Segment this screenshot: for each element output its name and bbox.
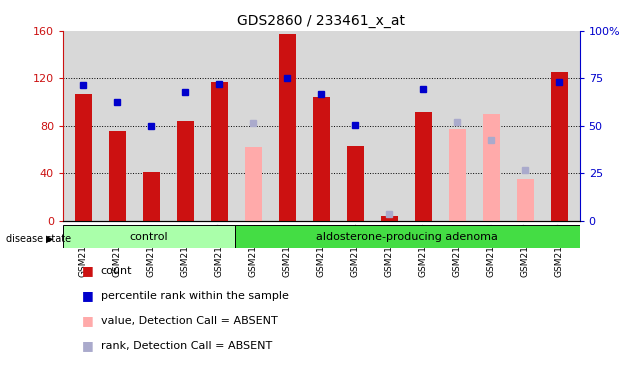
Text: count: count bbox=[101, 266, 132, 276]
Text: rank, Detection Call = ABSENT: rank, Detection Call = ABSENT bbox=[101, 341, 272, 351]
Text: ■: ■ bbox=[82, 314, 94, 327]
FancyBboxPatch shape bbox=[235, 225, 580, 248]
Bar bbox=[313, 97, 329, 221]
Bar bbox=[381, 216, 398, 221]
Text: control: control bbox=[130, 232, 168, 242]
Text: ■: ■ bbox=[82, 289, 94, 302]
Bar bbox=[211, 82, 228, 221]
Bar bbox=[483, 114, 500, 221]
Text: ■: ■ bbox=[82, 339, 94, 352]
Bar bbox=[517, 179, 534, 221]
Text: ▶: ▶ bbox=[46, 234, 54, 244]
Bar bbox=[75, 94, 92, 221]
Bar bbox=[245, 147, 262, 221]
Bar bbox=[109, 131, 126, 221]
Text: percentile rank within the sample: percentile rank within the sample bbox=[101, 291, 289, 301]
Title: GDS2860 / 233461_x_at: GDS2860 / 233461_x_at bbox=[238, 14, 405, 28]
Text: ■: ■ bbox=[82, 264, 94, 277]
Bar bbox=[346, 146, 364, 221]
Text: disease state: disease state bbox=[6, 234, 71, 244]
Bar bbox=[177, 121, 194, 221]
Bar bbox=[143, 172, 160, 221]
Text: value, Detection Call = ABSENT: value, Detection Call = ABSENT bbox=[101, 316, 278, 326]
FancyBboxPatch shape bbox=[63, 225, 235, 248]
Text: aldosterone-producing adenoma: aldosterone-producing adenoma bbox=[316, 232, 498, 242]
Bar bbox=[551, 72, 568, 221]
Bar bbox=[415, 111, 432, 221]
Bar bbox=[449, 129, 466, 221]
Bar bbox=[279, 34, 296, 221]
